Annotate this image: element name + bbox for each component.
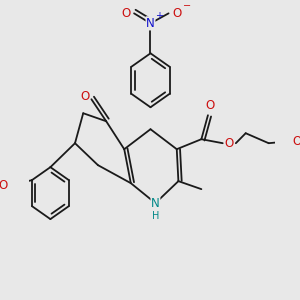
Text: O: O [80,90,89,103]
Text: N: N [146,17,155,30]
Text: O: O [225,137,234,150]
Text: O: O [121,7,130,20]
Text: O: O [0,178,8,192]
Text: +: + [155,11,164,21]
Text: O: O [205,99,214,112]
Text: O: O [292,135,300,148]
Text: O: O [172,7,182,20]
Text: H: H [152,211,159,221]
Text: N: N [151,196,160,210]
Text: −: − [183,2,191,11]
